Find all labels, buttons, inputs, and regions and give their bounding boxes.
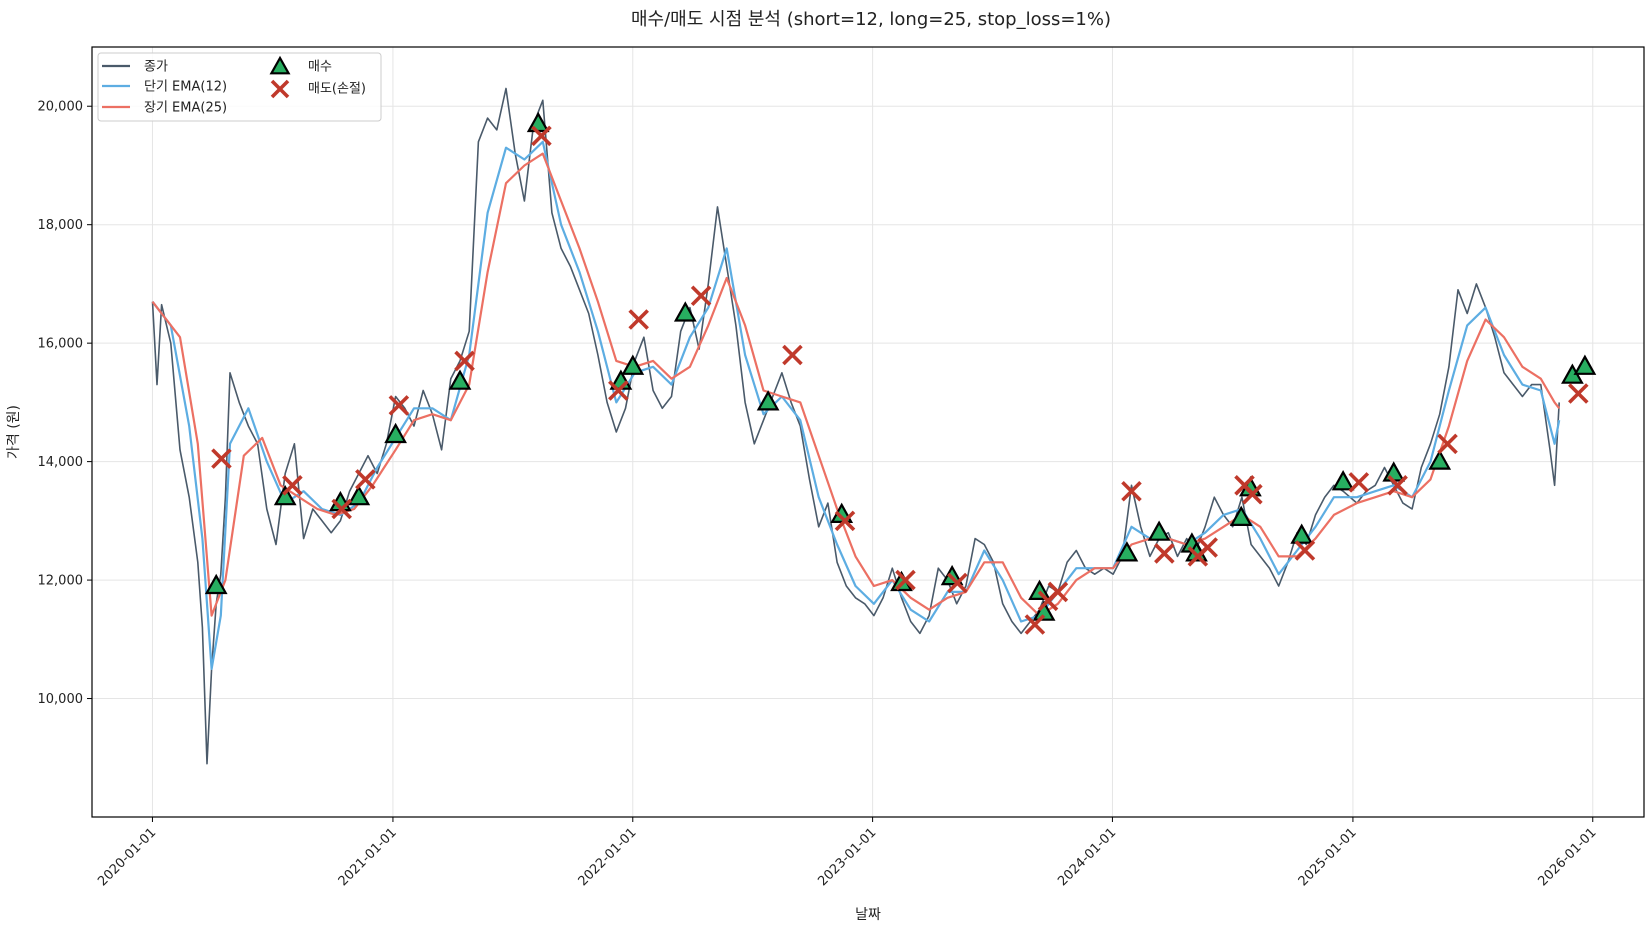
x-axis-title: 날짜 xyxy=(855,907,881,923)
sell-marker xyxy=(895,569,916,591)
legend-label-ema_short: 단기 EMA(12) xyxy=(144,80,227,95)
sell-marker xyxy=(947,572,968,594)
legend-label-buy: 매수 xyxy=(308,60,332,75)
sell-marker xyxy=(331,498,352,520)
sell-marker xyxy=(388,395,410,416)
sell-marker xyxy=(690,285,712,307)
sell-marker xyxy=(1154,543,1175,564)
buy-marker xyxy=(1573,354,1597,375)
y-tick-label: 16,000 xyxy=(38,337,84,352)
buy-marker xyxy=(384,422,407,444)
sell-marker xyxy=(628,309,649,330)
sell-marker xyxy=(608,380,629,401)
buy-marker xyxy=(1290,523,1314,544)
buy-marker xyxy=(273,484,297,506)
legend-swatch-buy xyxy=(269,55,291,75)
buy-marker xyxy=(1229,505,1253,527)
sell-marker xyxy=(531,125,552,147)
series-line-ema_long xyxy=(151,152,1561,617)
plot-area-frame xyxy=(91,46,1645,818)
sell-marker xyxy=(834,510,856,532)
y-axis: 10,000 12,000 14,000 16,000 18,000 20,000 xyxy=(38,100,92,707)
buy-marker xyxy=(1032,600,1056,621)
buy-marker xyxy=(1115,541,1139,562)
buy-marker xyxy=(204,573,228,595)
sell-marker xyxy=(282,475,303,496)
buy-marker xyxy=(1331,470,1355,491)
buy-marker xyxy=(347,484,371,506)
sell-marker xyxy=(782,344,803,366)
signal-group xyxy=(204,111,1597,635)
y-tick-label: 12,000 xyxy=(38,574,84,589)
legend-label-sell: 매도(손절) xyxy=(308,82,366,97)
sell-marker xyxy=(1047,581,1069,603)
sell-marker xyxy=(1387,475,1408,496)
sell-marker xyxy=(355,469,376,490)
buy-marker xyxy=(673,301,697,322)
sell-marker xyxy=(1348,472,1370,493)
y-tick-label: 20,000 xyxy=(38,100,84,115)
sell-marker xyxy=(1242,483,1263,505)
legend-box xyxy=(97,52,382,122)
sell-marker xyxy=(1197,537,1218,558)
sell-marker xyxy=(454,350,475,372)
chart-title: 매수/매도 시점 분석 (short=12, long=25, stop_los… xyxy=(631,9,1111,30)
buy-marker xyxy=(1147,520,1171,541)
legend-label-ema_long: 장기 EMA(25) xyxy=(144,101,227,116)
sell-marker xyxy=(1121,480,1142,502)
y-tick-label: 18,000 xyxy=(38,218,84,233)
sell-marker xyxy=(1437,433,1458,455)
sell-marker xyxy=(1294,540,1316,561)
buy-marker xyxy=(448,369,472,390)
sell-marker xyxy=(1568,383,1589,404)
sell-marker xyxy=(1024,614,1046,635)
legend-swatch-sell xyxy=(270,79,290,99)
buy-marker xyxy=(756,390,780,411)
sell-marker xyxy=(211,448,232,469)
y-axis-title: 가격 (원) xyxy=(6,405,22,459)
buy-marker xyxy=(621,354,645,375)
y-tick-label: 10,000 xyxy=(38,692,84,707)
legend-label-close: 종가 xyxy=(144,60,168,75)
y-tick-label: 14,000 xyxy=(38,455,84,470)
series-line-close xyxy=(151,87,1560,765)
buy-marker xyxy=(1428,449,1452,470)
